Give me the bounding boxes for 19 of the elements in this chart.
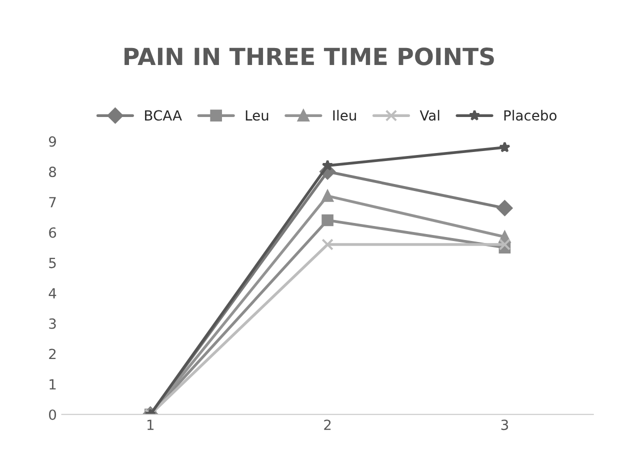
y-tick-label: 5 (49, 258, 56, 268)
legend-label: BCAA (145, 110, 182, 121)
y-tick-label: 6 (49, 227, 56, 238)
y-tick-label: 3 (49, 318, 56, 329)
y-tick-label: 7 (49, 197, 56, 208)
legend-label: Val (420, 110, 440, 121)
y-tick-label: 0 (49, 409, 56, 420)
x-tick-label: 2 (324, 420, 331, 430)
y-tick-label: 2 (49, 348, 56, 360)
y-tick-label: 8 (49, 166, 56, 178)
legend-label: Ileu (333, 110, 356, 121)
x-tick-label: 1 (147, 420, 154, 430)
legend-label: Placebo (504, 110, 556, 121)
y-tick-label: 4 (48, 288, 56, 298)
y-tick-label: 9 (48, 136, 56, 147)
x-tick-label: 3 (501, 420, 508, 430)
legend-label: Leu (246, 110, 268, 121)
chart-title: PAIN IN THREE TIME POINTS (124, 48, 494, 66)
y-tick-label: 1 (50, 379, 56, 390)
